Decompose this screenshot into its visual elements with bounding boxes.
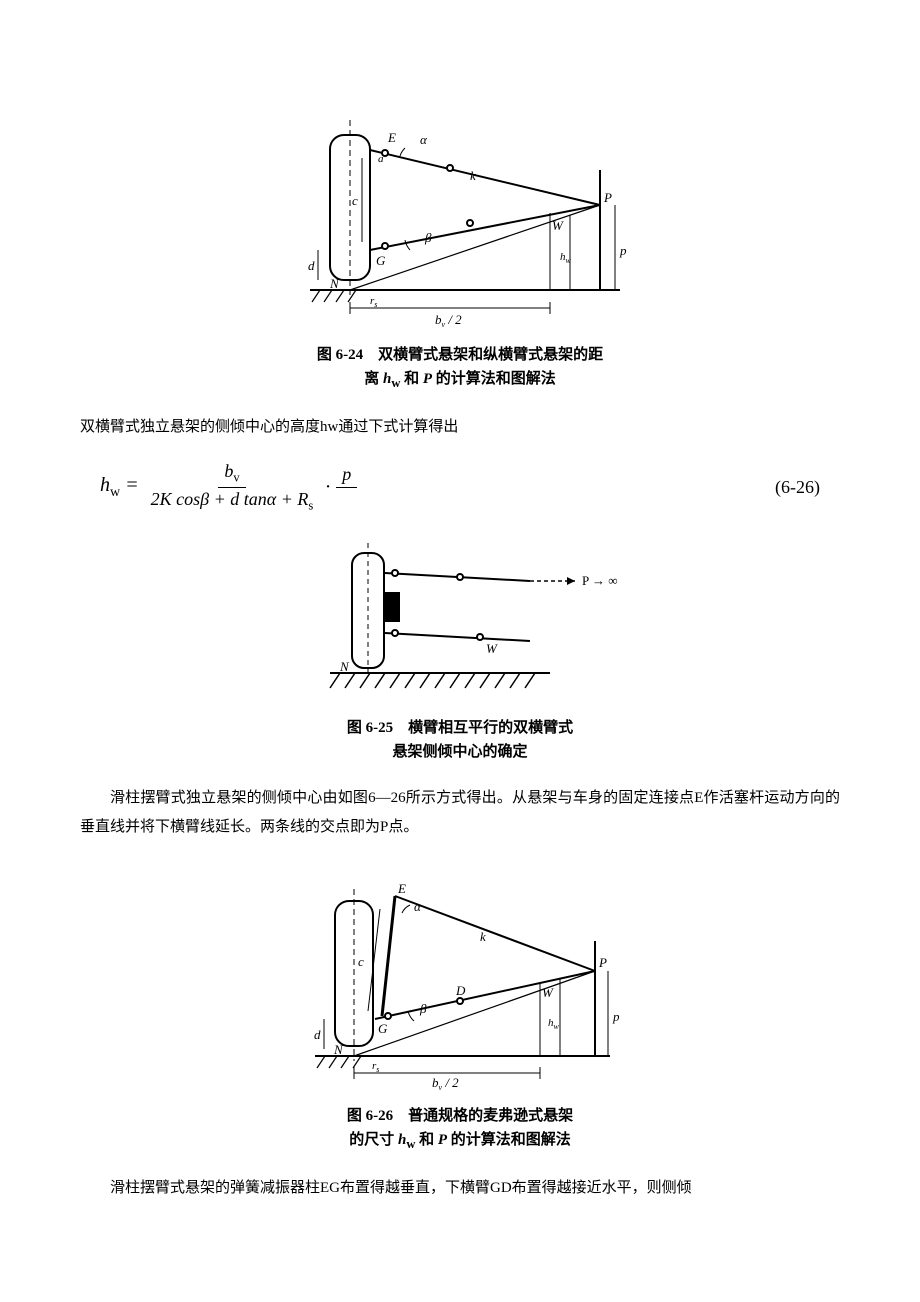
label-bv2: bv / 2 — [432, 1075, 459, 1091]
paragraph-2: 滑柱摆臂式独立悬架的侧倾中心由如图6—26所示方式得出。从悬架与车身的固定连接点… — [80, 784, 840, 841]
figure-6-24-caption: 图 6-24 双横臂式悬架和纵横臂式悬架的距 离 hw 和 P 的计算法和图解法 — [80, 343, 840, 393]
label-W: W — [552, 218, 564, 233]
caption-line-2: 的尺寸 hw 和 P 的计算法和图解法 — [80, 1128, 840, 1154]
label-N: N — [329, 276, 340, 291]
label-rs: rs — [370, 295, 377, 309]
paragraph-1: 双横臂式独立悬架的侧倾中心的高度hw通过下式计算得出 — [80, 413, 840, 442]
figure-6-25: N W P → ∞ 图 6-25 横臂相互平行的双横臂式 悬架侧倾中心的确定 — [80, 533, 840, 764]
label-N: N — [339, 659, 350, 674]
label-alpha: α — [414, 899, 422, 914]
figure-6-25-caption: 图 6-25 横臂相互平行的双横臂式 悬架侧倾中心的确定 — [80, 716, 840, 764]
label-d: d — [308, 258, 315, 273]
figure-6-26-caption: 图 6-26 普通规格的麦弗逊式悬架 的尺寸 hw 和 P 的计算法和图解法 — [80, 1104, 840, 1154]
label-E: E — [397, 881, 406, 896]
label-c: c — [352, 193, 358, 208]
figure-6-24: E P W G N k α β a c d rs p hw bv / 2 图 6… — [80, 80, 840, 393]
label-Pinf: P → ∞ — [582, 573, 618, 588]
label-N: N — [333, 1042, 344, 1057]
caption-line-2: 离 hw 和 P 的计算法和图解法 — [80, 367, 840, 393]
label-d: d — [314, 1027, 321, 1042]
label-G: G — [378, 1021, 388, 1036]
caption-line-2: 悬架侧倾中心的确定 — [80, 740, 840, 764]
figure-6-26: E P W G D N k α β c d rs p hw bv / 2 图 6… — [80, 861, 840, 1154]
equation-body: hw = bv 2K cosβ + d tanα + Rs · p — [100, 462, 357, 514]
paragraph-3: 滑柱摆臂式悬架的弹簧减振器柱EG布置得越垂直，下横臂GD布置得越接近水平，则侧倾 — [80, 1174, 840, 1203]
caption-line-1: 图 6-24 双横臂式悬架和纵横臂式悬架的距 — [80, 343, 840, 367]
figure-6-24-diagram: E P W G N k α β a c d rs p hw bv / 2 — [270, 80, 650, 330]
label-k: k — [470, 168, 476, 183]
label-p: p — [612, 1009, 620, 1024]
label-bv2: bv / 2 — [435, 312, 462, 329]
label-beta: β — [419, 1001, 427, 1016]
label-W: W — [486, 641, 498, 656]
label-P: P — [603, 190, 612, 205]
label-E: E — [387, 130, 396, 145]
label-P: P — [598, 955, 607, 970]
label-beta: β — [424, 230, 432, 245]
label-W: W — [542, 985, 554, 1000]
label-rs: rs — [372, 1060, 379, 1074]
label-p: p — [619, 243, 627, 258]
label-D: D — [455, 983, 466, 998]
label-c: c — [358, 954, 364, 969]
label-G: G — [376, 253, 386, 268]
caption-line-1: 图 6-25 横臂相互平行的双横臂式 — [80, 716, 840, 740]
figure-6-26-diagram: E P W G D N k α β c d rs p hw bv / 2 — [280, 861, 640, 1091]
equation-6-26: hw = bv 2K cosβ + d tanα + Rs · p (6-26) — [80, 462, 840, 514]
caption-line-1: 图 6-26 普通规格的麦弗逊式悬架 — [80, 1104, 840, 1128]
equation-number: (6-26) — [775, 477, 820, 498]
figure-6-25-diagram: N W P → ∞ — [300, 533, 620, 703]
label-a: a — [378, 153, 384, 165]
label-k: k — [480, 929, 486, 944]
label-hw: hw — [548, 1017, 560, 1031]
label-alpha: α — [420, 132, 428, 147]
